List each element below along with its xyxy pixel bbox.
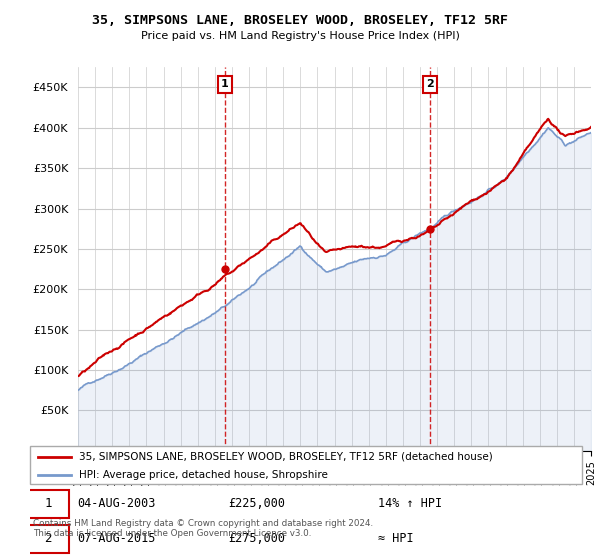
Text: 1: 1 [44,497,52,510]
Text: 04-AUG-2003: 04-AUG-2003 [77,497,155,510]
FancyBboxPatch shape [30,446,582,484]
FancyBboxPatch shape [27,525,68,553]
Text: 35, SIMPSONS LANE, BROSELEY WOOD, BROSELEY, TF12 5RF: 35, SIMPSONS LANE, BROSELEY WOOD, BROSEL… [92,14,508,27]
Text: 07-AUG-2015: 07-AUG-2015 [77,533,155,545]
Text: £225,000: £225,000 [229,497,286,510]
Text: 35, SIMPSONS LANE, BROSELEY WOOD, BROSELEY, TF12 5RF (detached house): 35, SIMPSONS LANE, BROSELEY WOOD, BROSEL… [79,452,493,462]
Text: 14% ↑ HPI: 14% ↑ HPI [378,497,442,510]
Text: 2: 2 [427,80,434,90]
Text: ≈ HPI: ≈ HPI [378,533,413,545]
Text: This data is licensed under the Open Government Licence v3.0.: This data is licensed under the Open Gov… [33,529,311,538]
Text: Price paid vs. HM Land Registry's House Price Index (HPI): Price paid vs. HM Land Registry's House … [140,31,460,41]
FancyBboxPatch shape [27,490,68,518]
Text: £275,000: £275,000 [229,533,286,545]
Text: 2: 2 [44,533,52,545]
Text: Contains HM Land Registry data © Crown copyright and database right 2024.: Contains HM Land Registry data © Crown c… [33,519,373,528]
Text: HPI: Average price, detached house, Shropshire: HPI: Average price, detached house, Shro… [79,470,328,480]
Text: 1: 1 [221,80,229,90]
